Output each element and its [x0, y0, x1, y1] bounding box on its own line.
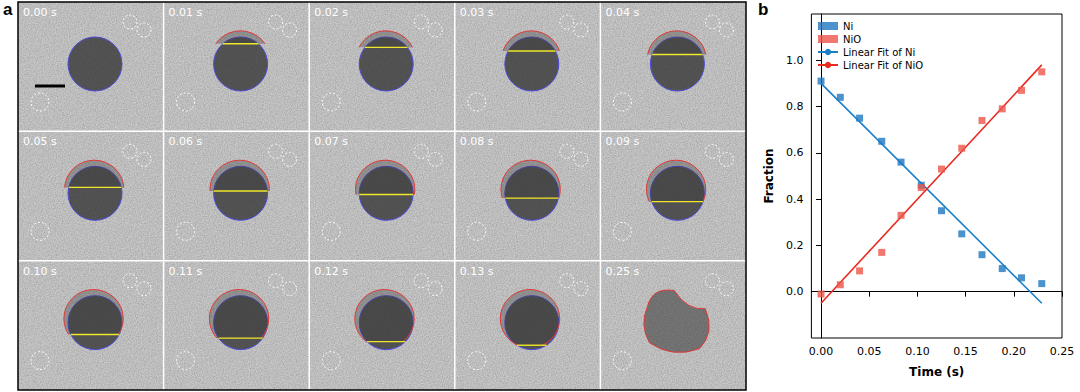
svg-text:0.05: 0.05: [857, 345, 882, 358]
svg-text:Linear Fit of NiO: Linear Fit of NiO: [843, 60, 923, 71]
svg-text:0.2: 0.2: [786, 239, 804, 252]
svg-text:0.8: 0.8: [786, 100, 804, 113]
svg-text:0.00 s: 0.00 s: [23, 6, 57, 19]
svg-text:0.08 s: 0.08 s: [460, 135, 494, 148]
svg-text:0.13 s: 0.13 s: [460, 265, 494, 278]
svg-text:0.09 s: 0.09 s: [605, 135, 639, 148]
svg-text:1.0: 1.0: [786, 54, 804, 67]
svg-text:Linear Fit of Ni: Linear Fit of Ni: [843, 47, 915, 58]
svg-text:0.02 s: 0.02 s: [314, 6, 348, 19]
svg-text:0.25 s: 0.25 s: [605, 265, 639, 278]
svg-text:Time (s): Time (s): [909, 365, 964, 379]
svg-text:0.10 s: 0.10 s: [23, 265, 57, 278]
svg-text:0.6: 0.6: [786, 146, 804, 159]
svg-text:Ni: Ni: [843, 21, 853, 32]
html-text:b: b: [758, 0, 769, 19]
svg-text:0.04 s: 0.04 s: [605, 6, 639, 19]
svg-text:Fraction: Fraction: [762, 148, 776, 203]
svg-text:0.25: 0.25: [1050, 345, 1075, 358]
svg-text:0.20: 0.20: [1002, 345, 1027, 358]
svg-text:0.10: 0.10: [905, 345, 930, 358]
svg-text:a: a: [3, 0, 13, 19]
svg-text:0.12 s: 0.12 s: [314, 265, 348, 278]
svg-text:0.07 s: 0.07 s: [314, 135, 348, 148]
svg-text:0.00: 0.00: [809, 345, 834, 358]
svg-text:0.01 s: 0.01 s: [169, 6, 203, 19]
svg-text:0.05 s: 0.05 s: [23, 135, 57, 148]
svg-text:NiO: NiO: [843, 34, 861, 45]
svg-text:0.03 s: 0.03 s: [460, 6, 494, 19]
svg-text:0.11 s: 0.11 s: [169, 265, 203, 278]
svg-text:0.15: 0.15: [953, 345, 978, 358]
svg-text:0.06 s: 0.06 s: [169, 135, 203, 148]
svg-text:0.0: 0.0: [786, 285, 804, 298]
svg-text:0.4: 0.4: [786, 193, 804, 206]
